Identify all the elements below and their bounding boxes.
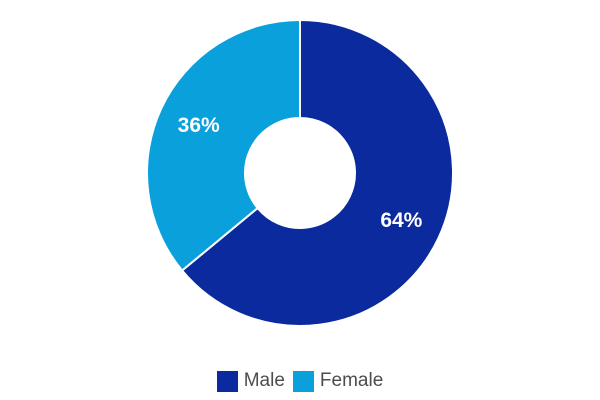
legend-swatch-female [292, 370, 314, 392]
legend-item-female: Female [292, 370, 384, 392]
legend-label-male: Male [243, 370, 285, 391]
legend-label-female: Female [319, 370, 384, 391]
legend-swatch-male [216, 370, 238, 392]
slice-label-female: 36% [178, 114, 220, 137]
slice-male [180, 18, 454, 327]
slice-label-male: 64% [380, 209, 422, 232]
slice-female [146, 18, 301, 272]
chart-legend: Male Female [0, 370, 600, 392]
legend-item-male: Male [216, 370, 285, 392]
